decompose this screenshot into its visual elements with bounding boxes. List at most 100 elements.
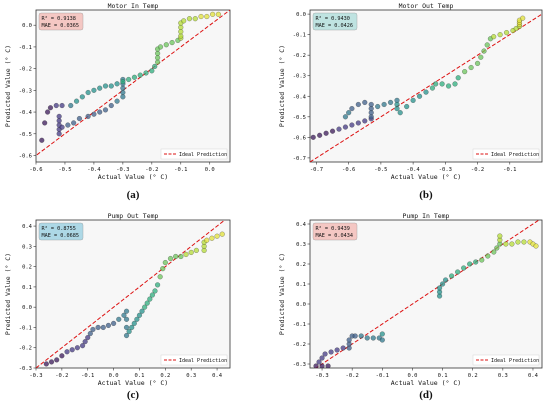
data-point — [325, 363, 331, 368]
data-layer — [36, 10, 230, 157]
data-point — [215, 11, 221, 17]
r2-score: R² = 0.9138 — [42, 16, 76, 22]
x-tick-label: 0.2 — [468, 373, 478, 379]
data-point — [87, 331, 93, 337]
y-tick-label: -0.1 — [19, 325, 32, 331]
x-tick-label: 0.1 — [134, 373, 144, 379]
data-point — [193, 247, 199, 253]
y-axis-label: Predicted Value (° C) — [278, 45, 286, 127]
x-tick-label: -0.3 — [315, 373, 328, 379]
y-tick-label: 0.1 — [22, 285, 32, 291]
y-tick-label: 0.0 — [296, 302, 306, 308]
data-point — [143, 70, 149, 76]
data-point — [79, 94, 85, 100]
data-point — [473, 259, 479, 265]
data-point — [178, 33, 184, 39]
data-point — [479, 257, 485, 263]
y-tick-label: 0.2 — [22, 265, 32, 271]
data-point — [162, 260, 168, 266]
data-point — [178, 29, 184, 35]
data-point — [102, 83, 109, 89]
y-tick-label: -0.7 — [293, 156, 306, 162]
data-point — [509, 241, 515, 247]
data-point — [328, 349, 334, 355]
data-point — [319, 355, 325, 361]
data-point — [494, 245, 500, 251]
data-point — [491, 34, 497, 40]
data-point — [497, 233, 503, 239]
legend-box — [160, 354, 228, 366]
data-point — [481, 48, 487, 54]
ideal-prediction-line — [315, 220, 540, 368]
legend-box — [160, 148, 228, 160]
x-tick-label: 0.4 — [528, 373, 539, 379]
data-point — [169, 40, 175, 46]
data-point — [322, 351, 328, 357]
data-point — [42, 120, 48, 126]
data-point — [210, 11, 216, 17]
data-point — [388, 99, 394, 105]
data-point — [43, 361, 49, 367]
data-point — [173, 253, 179, 260]
data-point — [85, 335, 91, 341]
r2-score: R² = 0.9430 — [316, 16, 350, 22]
data-point — [491, 249, 497, 255]
y-tick-label: 0.4 — [22, 224, 33, 230]
data-point — [59, 353, 65, 359]
data-point — [91, 87, 97, 93]
data-point — [82, 339, 88, 345]
x-tick-label: -0.1 — [503, 167, 516, 173]
x-tick-label: -0.4 — [87, 167, 101, 173]
data-point — [379, 337, 385, 343]
legend-label: Ideal Prediction — [491, 152, 539, 158]
data-point — [48, 359, 55, 365]
y-tick-label: -0.1 — [293, 322, 306, 328]
data-point — [108, 103, 114, 109]
data-point — [497, 32, 503, 38]
plot-area — [35, 9, 231, 163]
chart-title: Pump In Temp — [403, 212, 450, 220]
data-point — [85, 113, 91, 119]
data-point — [362, 118, 368, 124]
data-point — [39, 137, 45, 143]
data-point — [334, 347, 340, 353]
data-point — [478, 54, 484, 60]
data-point — [45, 109, 51, 115]
data-point — [446, 83, 452, 89]
data-point — [515, 239, 521, 245]
data-point — [124, 324, 130, 330]
data-point — [533, 243, 539, 249]
data-point — [394, 106, 400, 112]
data-point — [114, 98, 120, 104]
legend-box — [472, 148, 540, 160]
data-point — [437, 285, 443, 291]
data-point — [349, 106, 355, 112]
data-point — [358, 333, 364, 339]
data-point — [149, 68, 155, 74]
data-point — [467, 261, 473, 267]
data-point — [59, 103, 65, 109]
data-point — [521, 239, 527, 245]
y-tick-label: 0.0 — [22, 305, 32, 311]
x-tick-label: -0.6 — [29, 167, 42, 173]
legend-label: Ideal Prediction — [491, 358, 539, 364]
data-point — [349, 122, 355, 128]
data-point — [100, 324, 106, 330]
data-point — [120, 94, 126, 100]
data-point — [381, 101, 387, 108]
data-point — [346, 110, 352, 116]
data-point — [433, 81, 439, 87]
x-tick-label: 0.0 — [407, 373, 417, 379]
metrics-box — [312, 12, 358, 31]
chart-panel-2: Motor Out Temp -0.7 -0.6 -0.5 -0.4 -0.3 -0.2 -0… — [278, 2, 543, 201]
data-point — [155, 50, 161, 56]
data-point — [186, 16, 192, 22]
panel-label: (b) — [419, 189, 433, 201]
data-point — [370, 335, 376, 341]
data-point — [355, 120, 361, 126]
data-point — [76, 116, 82, 122]
panel-label: (d) — [419, 389, 433, 401]
data-point — [330, 128, 336, 134]
plot-area — [309, 9, 543, 163]
data-point — [178, 24, 184, 30]
